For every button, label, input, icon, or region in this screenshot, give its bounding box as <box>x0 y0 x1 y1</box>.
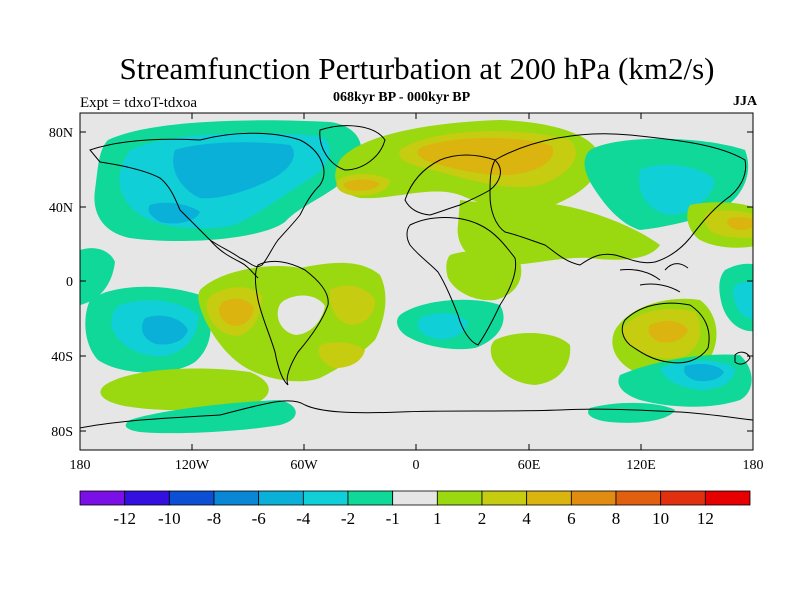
coast-north-america <box>89 132 325 268</box>
contour-satl-pos <box>329 285 375 325</box>
contour-ssp-pos <box>100 368 269 411</box>
contour-sam-hole <box>277 295 325 335</box>
contour-sam-pos-4 <box>318 342 365 368</box>
colorbar-swatch <box>660 490 706 506</box>
contour-ant-neg-2 <box>588 402 675 423</box>
colorbar-swatch <box>436 490 483 506</box>
latitude-axis: 80N 40N 0 40S 80S <box>49 126 753 440</box>
colorbar-label: 6 <box>567 509 576 528</box>
longitude-axis: 180 120W 60W 0 60E 120E 180 <box>70 113 764 473</box>
colorbar-swatch <box>615 490 662 506</box>
coast-asia <box>489 133 747 266</box>
colorbar-swatch <box>481 490 528 506</box>
lon-tick-label: 120E <box>626 458 656 473</box>
contour-sio-pos <box>490 333 571 385</box>
colorbar-label: -12 <box>113 509 136 528</box>
lon-tick-label: 180 <box>70 458 91 473</box>
colorbar-swatch <box>302 490 349 506</box>
contour-africa-pos <box>446 250 522 301</box>
coast-greenland <box>319 125 386 171</box>
lat-tick-label: 80S <box>51 425 73 440</box>
colorbar-label: 10 <box>652 509 669 528</box>
colorbar-swatch <box>526 490 572 506</box>
coast-africa <box>406 217 517 346</box>
colorbar-label: -6 <box>252 509 266 528</box>
colorbar-label: 1 <box>433 509 442 528</box>
contour-nea-neg-2 <box>639 164 715 215</box>
colorbar-label: -10 <box>158 509 181 528</box>
coast-maritime-se-asia <box>619 263 689 293</box>
colorbar-label: -4 <box>296 509 311 528</box>
colorbar-swatch <box>258 490 304 506</box>
colorbar-swatch <box>704 490 751 506</box>
colorbar-label: 8 <box>612 509 621 528</box>
lon-tick-label: 60W <box>290 458 318 473</box>
period-label: 068kyr BP - 000kyr BP <box>333 90 471 105</box>
season-label: JJA <box>733 94 758 109</box>
colorbar-label: 12 <box>697 509 714 528</box>
contour-eurasia-pos-3 <box>417 137 554 176</box>
contour-ep-neg-3 <box>733 282 753 320</box>
coastlines <box>80 125 753 429</box>
colorbar-swatch <box>124 490 170 506</box>
lat-tick-label: 0 <box>66 275 73 290</box>
lon-tick-label: 180 <box>743 458 764 473</box>
lat-tick-label: 80N <box>49 126 73 141</box>
contour-aus-pos-3 <box>648 320 688 343</box>
lon-tick-label: 0 <box>413 458 420 473</box>
colorbar-swatch <box>79 490 126 506</box>
contour-ep-neg <box>80 248 115 305</box>
lon-tick-label: 60E <box>518 458 541 473</box>
plot-title: Streamfunction Perturbation at 200 hPa (… <box>119 51 715 86</box>
colorbar-label: -8 <box>207 509 221 528</box>
colorbar-label: 2 <box>478 509 487 528</box>
contour-sp-neg-3 <box>142 315 188 345</box>
contour-na-neg-3 <box>173 142 294 199</box>
experiment-label: Expt = tdxoT-tdxoa <box>80 95 198 111</box>
colorbar-label: -2 <box>341 509 355 528</box>
colorbar-label: 4 <box>522 509 531 528</box>
contour-sam-pos-3 <box>218 298 254 326</box>
colorbar-swatch <box>570 490 617 506</box>
contour-ant-neg <box>125 400 296 434</box>
contour-na-neg-3b <box>148 202 200 224</box>
lat-tick-label: 40N <box>49 201 73 216</box>
lat-tick-label: 40S <box>51 350 73 365</box>
colorbar: -12 -10 -8 -6 -4 -2 -1 1 2 4 6 8 10 12 <box>79 490 751 528</box>
coast-australia <box>621 302 710 364</box>
colorbar-swatch <box>347 490 394 506</box>
contour-wpac-pos-3 <box>727 217 753 230</box>
contour-sio-neg-2 <box>417 313 468 340</box>
contour-field <box>80 113 753 450</box>
coast-central-america <box>209 239 259 279</box>
coast-new-zealand <box>734 351 751 365</box>
contour-atl-pos-2 <box>343 179 380 191</box>
colorbar-swatch <box>168 490 215 506</box>
colorbar-swatch <box>392 490 438 506</box>
lon-tick-label: 120W <box>175 458 210 473</box>
coast-south-america <box>254 260 329 386</box>
contour-so-neg-3 <box>684 364 724 382</box>
colorbar-label: -1 <box>386 509 400 528</box>
coast-antarctica <box>80 400 753 429</box>
colorbar-swatch <box>213 490 260 506</box>
